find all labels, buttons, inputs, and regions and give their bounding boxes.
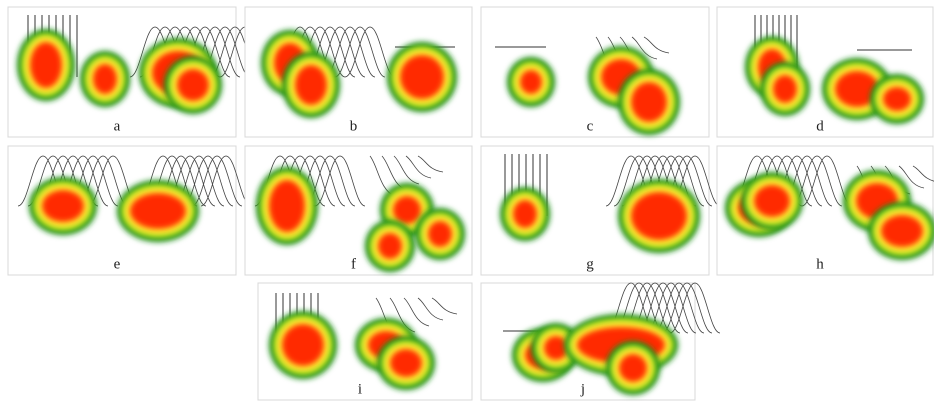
heat-blob [378,233,402,259]
heat-blob [513,200,537,228]
heat-blob [428,221,452,247]
panel-label: f [351,256,356,272]
panel: c [481,7,709,137]
panel: j [481,283,720,400]
heat-blob [177,69,209,101]
panel: h [717,146,934,275]
heat-blob [390,349,422,377]
panel-label: c [587,118,594,134]
panel-label: a [114,118,121,134]
heat-blob [400,55,444,99]
panel-label: d [816,118,824,134]
panel: b [245,7,472,137]
panel: g [481,146,720,275]
panel-label: b [350,118,358,134]
heat-blob [93,64,117,94]
panel: e [8,146,251,275]
heat-blob [883,87,911,111]
heat-blob [619,354,647,382]
heat-blob [754,185,790,217]
panel-label: g [586,256,594,272]
heat-blob [773,75,797,103]
panel: d [717,7,933,137]
heat-blob [282,324,324,366]
panel: i [258,283,472,400]
panel-label: e [114,256,121,272]
heat-blob [393,196,421,224]
panel-label: h [816,256,824,272]
panel: a [8,7,270,137]
figure: a b c d e f g h i j [0,0,934,403]
heat-blob [295,65,327,105]
heat-blob [269,180,305,232]
heat-blob [631,82,667,122]
heat-blob [42,190,84,222]
heat-blob [130,193,186,229]
heat-blob [30,42,62,88]
heat-blob [631,192,687,240]
panel-label: j [580,381,585,397]
heat-blob [520,70,542,94]
panel: f [245,146,472,275]
panel-label: i [358,381,362,397]
heat-blob [881,215,923,247]
